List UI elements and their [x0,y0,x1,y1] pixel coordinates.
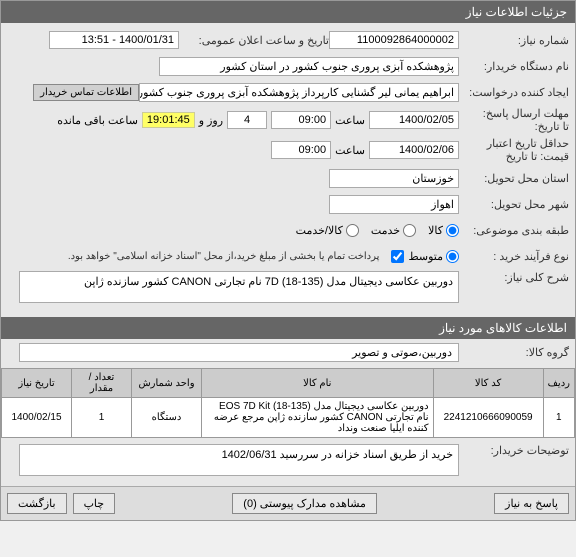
cell-unit: دستگاه [132,398,202,438]
radio-goods-service-input[interactable] [346,224,359,237]
process-group: متوسط پرداخت تمام یا بخشی از مبلغ خرید،ا… [68,250,459,263]
req-no-value: 1100092864000002 [329,31,459,49]
row-description: شرح کلی نیاز: دوربین عکاسی دیجیتال مدل 7… [7,271,569,303]
cell-code: 2241210666090059 [433,398,543,438]
remaining-label: ساعت باقی مانده [57,114,138,127]
desc-label: شرح کلی نیاز: [459,271,569,284]
row-process: نوع فرآیند خرید : متوسط پرداخت تمام یا ب… [7,245,569,267]
process-label: نوع فرآیند خرید : [459,250,569,263]
min-valid-time: 09:00 [271,141,331,159]
contact-button[interactable]: اطلاعات تماس خریدار [33,84,139,101]
group-value: دوربین،صوتی و تصویر [19,343,459,362]
radio-goods-service[interactable]: کالا/خدمت [296,224,359,237]
row-group: گروه کالا: دوربین،صوتی و تصویر [1,339,575,366]
th-unit: واحد شمارش [132,369,202,398]
attachments-button[interactable]: مشاهده مدارک پیوستی (0) [232,493,377,514]
radio-process-input[interactable] [446,250,459,263]
delivery-state-value: خوزستان [329,169,459,188]
print-button[interactable]: چاپ [73,493,116,514]
main-panel: جزئیات اطلاعات نیاز شماره نیاز: 11000928… [0,0,576,521]
days-value: 4 [227,111,267,129]
cell-qty: 1 [72,398,132,438]
items-section-title: اطلاعات کالاهای مورد نیاز [1,317,575,339]
row-delivery-city: شهر محل تحویل: اهواز [7,193,569,215]
reply-button[interactable]: پاسخ به نیاز [494,493,569,514]
creator-label: ایجاد کننده درخواست: [459,86,569,99]
row-buyer-notes: توضیحات خریدار: خرید از طریق اسناد خزانه… [1,438,575,482]
radio-service-input[interactable] [403,224,416,237]
row-budget: طبقه بندی موضوعی: کالا خدمت کالا/خدمت [7,219,569,241]
deadline-time: 09:00 [271,111,331,129]
min-valid-group: 1400/02/06 ساعت 09:00 [271,141,459,159]
radio-goods-input[interactable] [446,224,459,237]
budget-label: طبقه بندی موضوعی: [459,224,569,237]
buyer-org-value: پژوهشکده آبزی پروری جنوب کشور در استان ک… [159,57,459,76]
th-date: تاریخ نیاز [2,369,72,398]
row-deadline: مهلت ارسال پاسخ: تا تاریخ: 1400/02/05 سا… [7,107,569,133]
min-valid-date: 1400/02/06 [369,141,459,159]
process-note: پرداخت تمام یا بخشی از مبلغ خرید،از محل … [68,251,380,262]
th-code: کد کالا [433,369,543,398]
desc-value: دوربین عکاسی دیجیتال مدل 7D (18-135) نام… [19,271,459,303]
delivery-city-value: اهواز [329,195,459,214]
panel-title: جزئیات اطلاعات نیاز [466,5,567,19]
panel-header: جزئیات اطلاعات نیاز [1,1,575,23]
th-qty: تعداد / مقدار [72,369,132,398]
group-label: گروه کالا: [459,346,569,359]
cell-date: 1400/02/15 [2,398,72,438]
th-row: ردیف [543,369,574,398]
deadline-label: مهلت ارسال پاسخ: تا تاریخ: [459,107,569,133]
req-no-label: شماره نیاز: [459,34,569,47]
table-header-row: ردیف کد کالا نام کالا واحد شمارش تعداد /… [2,369,575,398]
public-date-value: 1400/01/31 - 13:51 [49,31,179,49]
buyer-org-label: نام دستگاه خریدار: [459,60,569,73]
row-req-no: شماره نیاز: 1100092864000002 تاریخ و ساع… [7,29,569,51]
creator-value: ابراهیم یمانی لیر گشنایی کارپرداز پژوهشک… [139,83,459,102]
radio-goods[interactable]: کالا [428,224,459,237]
buyer-notes-value: خرید از طریق اسناد خزانه در سررسید 1402/… [19,444,459,476]
delivery-city-label: شهر محل تحویل: [459,198,569,211]
time-label-2: ساعت [335,144,365,157]
buyer-notes-label: توضیحات خریدار: [459,444,569,457]
row-delivery-state: استان محل تحویل: خوزستان [7,167,569,189]
footer-bar: پاسخ به نیاز مشاهده مدارک پیوستی (0) چاپ… [1,486,575,520]
form-section: شماره نیاز: 1100092864000002 تاریخ و ساع… [1,23,575,313]
delivery-state-label: استان محل تحویل: [459,172,569,185]
countdown-timer: 19:01:45 [142,112,195,128]
row-buyer-org: نام دستگاه خریدار: پژوهشکده آبزی پروری ج… [7,55,569,77]
min-valid-label: حداقل تاریخ اعتبار قیمت: تا تاریخ [459,137,569,163]
radio-process[interactable]: متوسط [408,250,459,263]
items-table: ردیف کد کالا نام کالا واحد شمارش تعداد /… [1,368,575,438]
public-date-label: تاریخ و ساعت اعلان عمومی: [179,34,329,47]
table-row: 1 2241210666090059 دوربین عکاسی دیجیتال … [2,398,575,438]
cell-name: دوربین عکاسی دیجیتال مدل EOS 7D Kit (18-… [202,398,434,438]
radio-service[interactable]: خدمت [371,224,416,237]
th-name: نام کالا [202,369,434,398]
deadline-group: 1400/02/05 ساعت 09:00 4 روز و 19:01:45 س… [57,111,459,129]
deadline-date: 1400/02/05 [369,111,459,129]
time-label-1: ساعت [335,114,365,127]
row-min-valid: حداقل تاریخ اعتبار قیمت: تا تاریخ 1400/0… [7,137,569,163]
cell-idx: 1 [543,398,574,438]
checkbox-treasury-input[interactable] [391,250,404,263]
budget-radio-group: کالا خدمت کالا/خدمت [296,224,459,237]
row-creator: ایجاد کننده درخواست: ابراهیم یمانی لیر گ… [7,81,569,103]
footer-right-group: چاپ بازگشت [7,493,115,514]
checkbox-treasury[interactable] [391,250,404,263]
days-label: روز و [199,114,223,127]
back-button[interactable]: بازگشت [7,493,67,514]
